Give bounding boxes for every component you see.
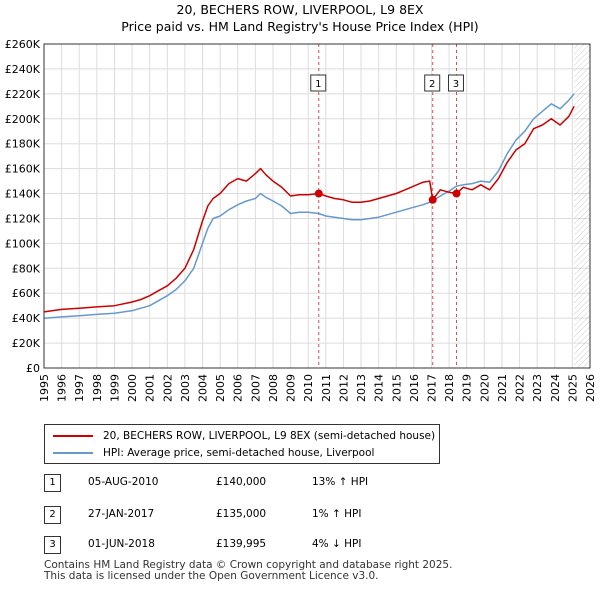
legend-item-hpi: HPI: Average price, semi-detached house,…	[53, 445, 374, 461]
chart-subtitle: Price paid vs. HM Land Registry's House …	[121, 19, 479, 34]
plot-area	[44, 44, 590, 368]
y-tick-label: £20K	[12, 337, 41, 350]
x-tick-label: 2003	[179, 374, 192, 402]
x-tick-label: 2008	[267, 374, 280, 402]
x-tick-label: 2002	[161, 374, 174, 402]
y-tick-label: £100K	[5, 237, 41, 250]
x-tick-label: 2007	[249, 374, 262, 402]
sale-marker-box	[424, 74, 441, 92]
sale-date: 01-JUN-2018	[88, 538, 155, 550]
legend-swatch-price-paid	[53, 435, 93, 437]
forecast-region	[574, 44, 590, 368]
price-paid-line	[43, 105, 575, 313]
x-tick-label: 1998	[91, 374, 104, 402]
x-tick-label: 2014	[373, 374, 386, 402]
x-tick-label: 2004	[197, 374, 210, 402]
x-tick-label: 2018	[443, 374, 456, 402]
x-tick-label: 2016	[408, 374, 421, 402]
x-tick-label: 1996	[56, 374, 69, 402]
x-tick-label: 2023	[531, 374, 544, 402]
y-tick-label: £120K	[5, 212, 41, 225]
sale-row: 3 01-JUN-2018 £139,995 4% ↓ HPI	[44, 536, 464, 554]
sale-price: £135,000	[216, 508, 267, 520]
sale-date: 05-AUG-2010	[88, 476, 159, 488]
x-tick-label: 2020	[478, 374, 491, 402]
sale-row: 2 27-JAN-2017 £135,000 1% ↑ HPI	[44, 506, 464, 524]
footer-licence: This data is licensed under the Open Gov…	[44, 570, 379, 582]
y-tick-label: £220K	[5, 88, 41, 101]
y-tick-label: £0	[26, 362, 40, 375]
hpi-line	[43, 93, 575, 319]
sale-number: 1	[44, 474, 61, 492]
sale-point	[452, 189, 461, 198]
sale-date: 27-JAN-2017	[88, 508, 155, 520]
x-tick-label: 2015	[390, 374, 403, 402]
legend-label-price-paid: 20, BECHERS ROW, LIVERPOOL, L9 8EX (semi…	[103, 430, 436, 442]
x-tick-label: 2006	[232, 374, 245, 402]
sale-hpi-change: 1% ↑ HPI	[312, 508, 362, 520]
sale-price: £139,995	[216, 538, 267, 550]
x-tick-label: 2017	[425, 374, 438, 402]
footer-copyright: Contains HM Land Registry data © Crown c…	[44, 559, 453, 571]
y-tick-label: £140K	[5, 188, 41, 201]
y-tick-label: £160K	[5, 163, 41, 176]
x-tick-label: 2021	[496, 374, 509, 402]
legend-item-price-paid: 20, BECHERS ROW, LIVERPOOL, L9 8EX (semi…	[53, 428, 435, 444]
sale-point	[428, 195, 437, 204]
sale-number: 3	[44, 536, 61, 554]
sale-row: 1 05-AUG-2010 £140,000 13% ↑ HPI	[44, 474, 464, 492]
y-tick-label: £200K	[5, 113, 41, 126]
legend-label-hpi: HPI: Average price, semi-detached house,…	[103, 447, 375, 459]
sale-marker-box	[310, 74, 327, 92]
x-tick-label: 2026	[584, 374, 597, 402]
x-tick-label: 2024	[549, 374, 562, 402]
x-tick-label: 1995	[38, 374, 51, 402]
x-tick-label: 2000	[126, 374, 139, 402]
x-tick-label: 2019	[461, 374, 474, 402]
sale-marker-label: 3	[453, 79, 459, 90]
y-tick-label: £260K	[5, 38, 41, 51]
x-tick-label: 2010	[302, 374, 315, 402]
x-tick-label: 2011	[320, 374, 333, 402]
legend: 20, BECHERS ROW, LIVERPOOL, L9 8EX (semi…	[44, 424, 440, 464]
price-chart: 1 2 3 £0 £20K £40K £60K £80K £100K £120K £140K £16…	[5, 38, 597, 402]
sale-price: £140,000	[216, 476, 267, 488]
sale-number: 2	[44, 506, 61, 524]
chart-title: 20, BECHERS ROW, LIVERPOOL, L9 8EX	[176, 2, 424, 17]
sale-hpi-change: 13% ↑ HPI	[312, 476, 369, 488]
x-tick-label: 2025	[566, 374, 579, 402]
x-tick-label: 2001	[144, 374, 157, 402]
x-tick-label: 1999	[108, 374, 121, 402]
y-tick-label: £40K	[12, 312, 41, 325]
y-tick-label: £60K	[12, 287, 41, 300]
x-tick-label: 1997	[73, 374, 86, 402]
sale-marker-label: 2	[429, 79, 435, 90]
y-tick-label: £180K	[5, 138, 41, 151]
sale-marker-label: 1	[315, 79, 321, 90]
sale-marker-box	[447, 74, 464, 92]
x-tick-label: 2013	[355, 374, 368, 402]
x-tick-label: 2005	[214, 374, 227, 402]
sale-hpi-change: 4% ↓ HPI	[312, 538, 362, 550]
legend-swatch-hpi	[53, 452, 93, 454]
x-tick-label: 2012	[337, 374, 350, 402]
x-tick-label: 2009	[285, 374, 298, 402]
footer: Contains HM Land Registry data © Crown c…	[44, 560, 452, 582]
y-tick-label: £240K	[5, 63, 41, 76]
x-tick-label: 2022	[514, 374, 527, 402]
y-tick-label: £80K	[12, 262, 41, 275]
plot-frame	[43, 43, 591, 369]
sale-point	[314, 189, 323, 198]
